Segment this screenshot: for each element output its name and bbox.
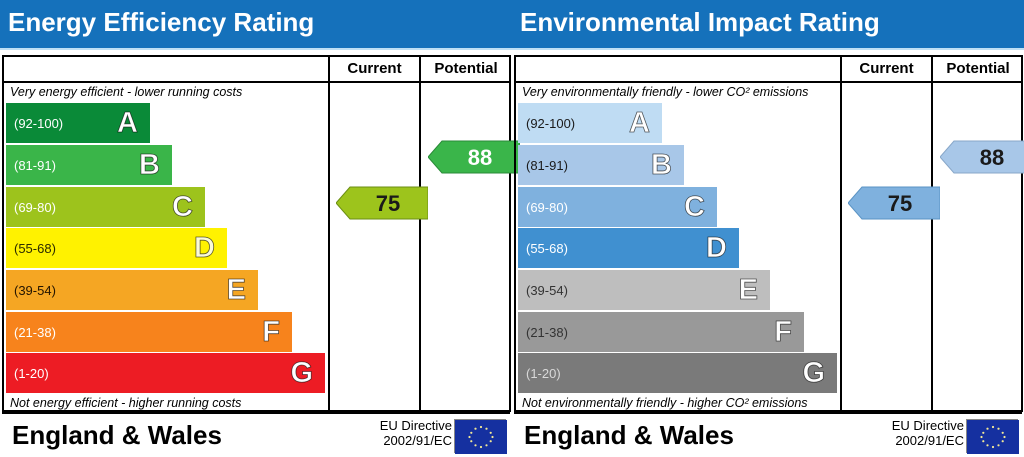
svg-text:75: 75 [376, 191, 400, 216]
svg-text:88: 88 [468, 145, 492, 170]
svg-text:75: 75 [888, 191, 912, 216]
svg-text:88: 88 [980, 145, 1004, 170]
